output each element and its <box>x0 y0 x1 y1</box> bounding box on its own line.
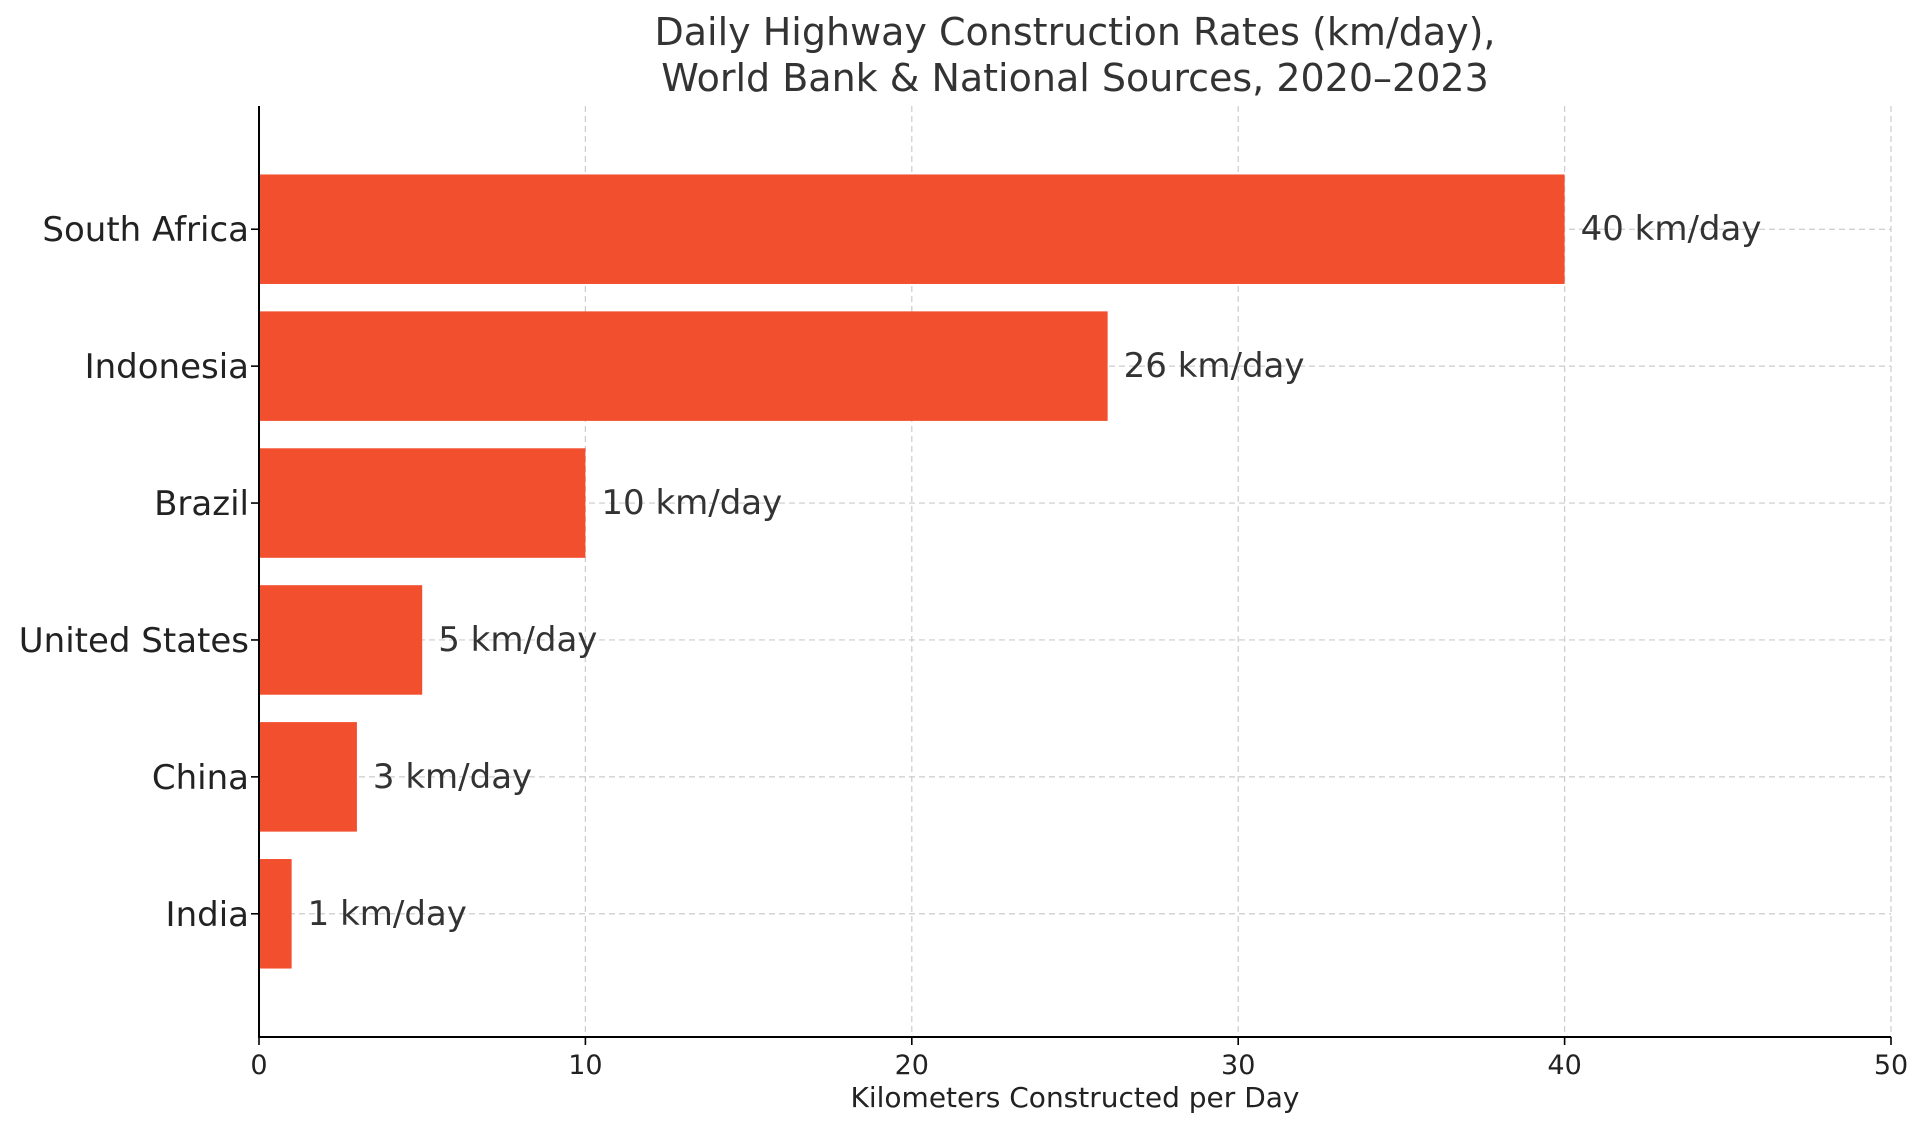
category-label: United States <box>19 621 249 661</box>
x-tick-label: 40 <box>1547 1050 1581 1081</box>
x-axis-label: Kilometers Constructed per Day <box>851 1081 1300 1114</box>
category-label: India <box>166 895 249 935</box>
bar-south-africa <box>259 174 1565 284</box>
data-label: 26 km/day <box>1124 346 1305 386</box>
x-tick-label: 10 <box>568 1050 602 1081</box>
data-label: 1 km/day <box>308 894 467 934</box>
data-label: 40 km/day <box>1581 209 1762 249</box>
category-label: South Africa <box>42 210 249 250</box>
bar-united-states <box>259 585 423 695</box>
chart-title-line-1: Daily Highway Construction Rates (km/day… <box>655 10 1496 54</box>
x-tick-label: 0 <box>250 1050 267 1081</box>
data-label: 3 km/day <box>373 757 532 797</box>
bar-india <box>259 859 292 969</box>
x-tick-label: 20 <box>895 1050 929 1081</box>
category-label: Indonesia <box>85 347 249 387</box>
data-label: 5 km/day <box>438 620 597 660</box>
bar-indonesia <box>259 311 1108 421</box>
x-tick-label: 30 <box>1221 1050 1255 1081</box>
data-label: 10 km/day <box>601 483 782 523</box>
chart-title-line-2: World Bank & National Sources, 2020–2023 <box>661 56 1489 100</box>
category-label: Brazil <box>154 484 249 524</box>
bar-china <box>259 722 357 832</box>
bar-brazil <box>259 448 586 558</box>
category-label: China <box>152 758 249 798</box>
x-tick-label: 50 <box>1874 1050 1908 1081</box>
